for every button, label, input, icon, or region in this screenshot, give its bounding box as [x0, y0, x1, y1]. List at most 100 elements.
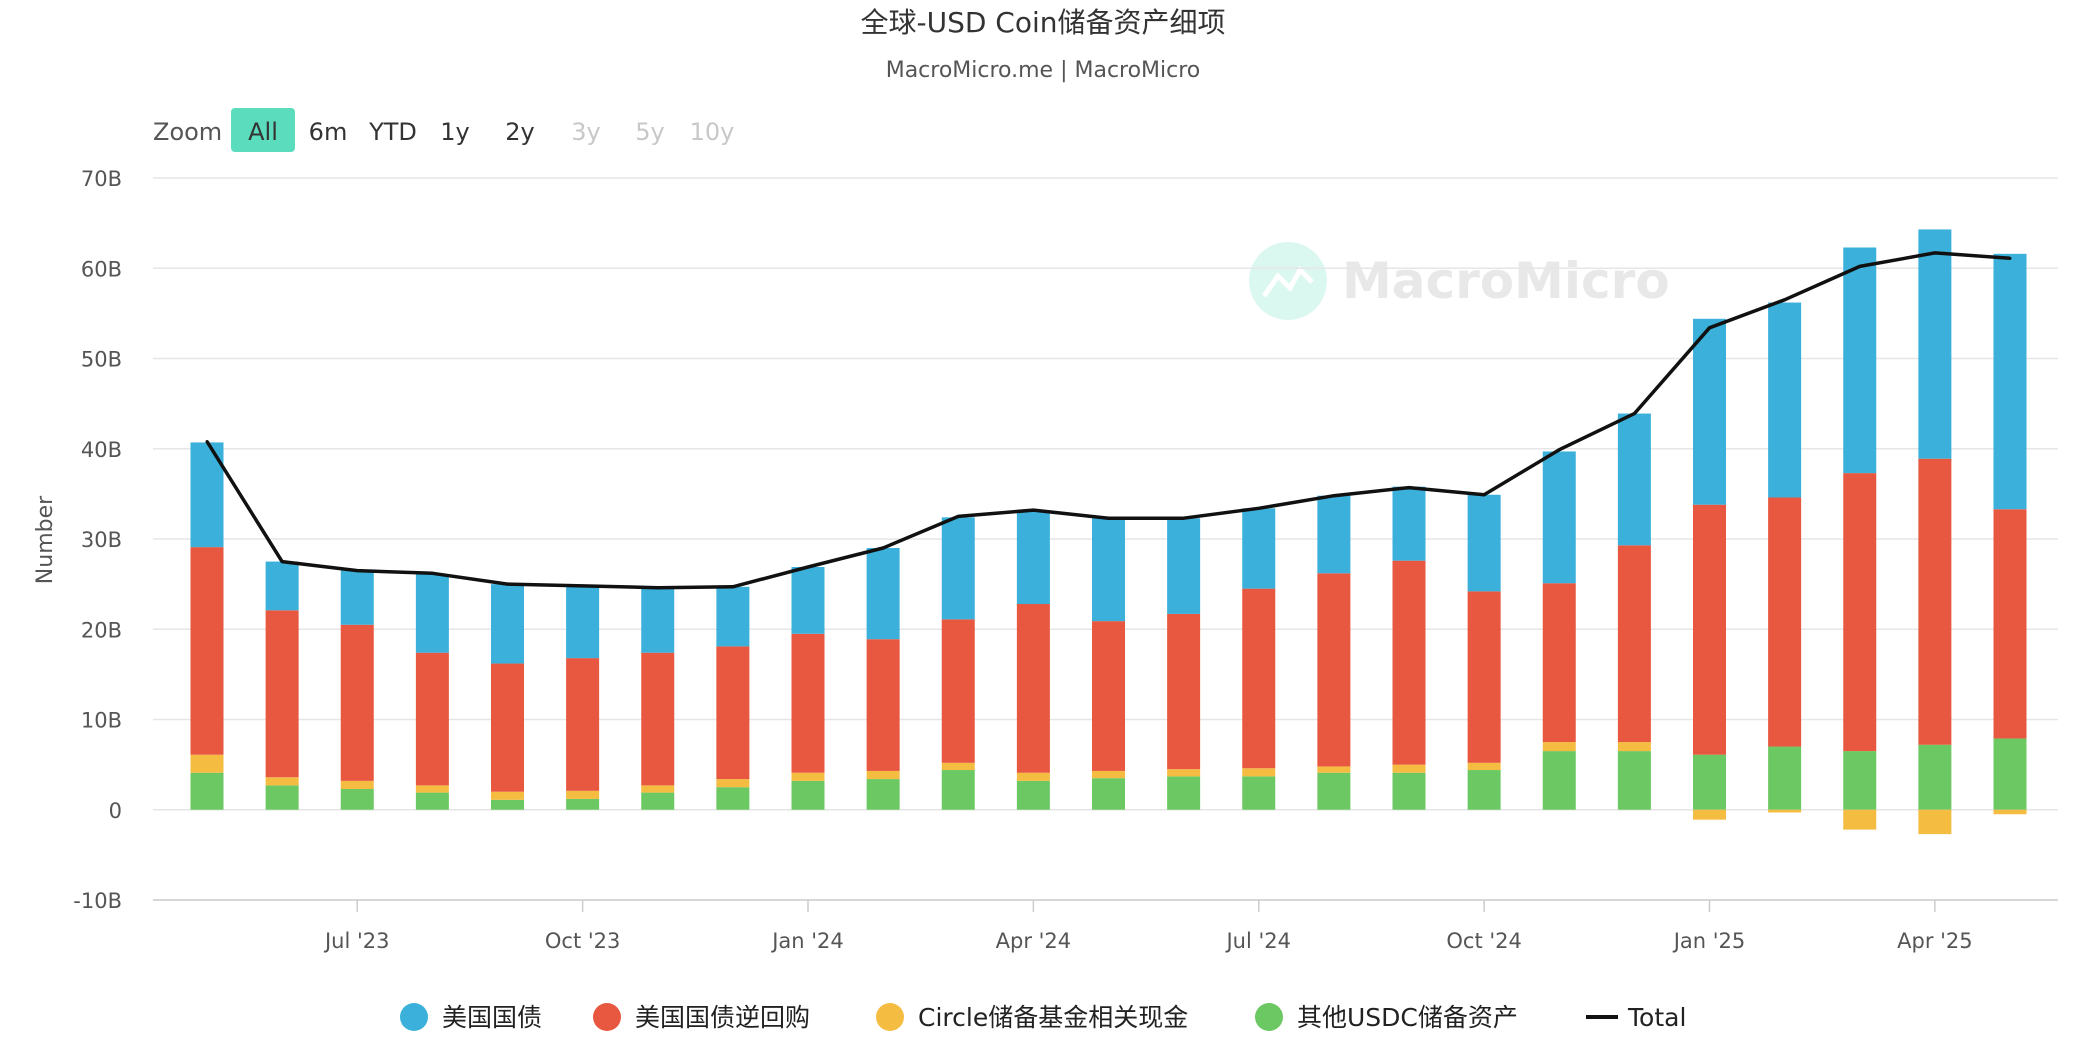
legend-item-us_treasuries[interactable]: 美国国债 [400, 1003, 542, 1032]
bar-other_usdc_reserve-2024-10 [1542, 751, 1576, 810]
bar-other_usdc_reserve-2023-04 [190, 772, 224, 810]
bar-other_usdc_reserve-2024-05 [1167, 776, 1201, 810]
total-point-2024-10 [1557, 448, 1561, 452]
bar-us_treasury_repo-2024-06 [1242, 588, 1276, 769]
bar-circle_reserve_cash-2023-09 [566, 790, 600, 799]
bar-circle_reserve_cash-2024-04 [1092, 770, 1125, 779]
total-point-2025-02 [1858, 264, 1862, 268]
bar-us_treasuries-2024-11 [1617, 413, 1651, 546]
legend: 美国国债 美国国债逆回购 Circle储备基金相关现金 其他USDC储备资产 Total [400, 1003, 1686, 1032]
legend-dot-icon [876, 1003, 904, 1031]
total-point-2024-11 [1632, 412, 1636, 416]
bar-us_treasuries-2024-12 [1693, 318, 1726, 505]
bar-us_treasuries-2024-10 [1542, 451, 1576, 584]
bar-circle_reserve_cash-2024-01 [866, 770, 900, 780]
bar-circle_reserve_cash-2023-04 [190, 754, 224, 773]
y-tick-label: -10B [73, 889, 122, 913]
bar-us_treasuries-2023-09 [566, 585, 600, 659]
bar-us_treasuries-2023-11 [716, 586, 750, 647]
legend-label: Circle储备基金相关现金 [918, 1003, 1188, 1032]
legend-label: 其他USDC储备资产 [1297, 1003, 1518, 1032]
bar-us_treasury_repo-2024-03 [1016, 603, 1050, 773]
bar-circle_reserve_cash-2024-07 [1317, 766, 1351, 773]
bars [190, 229, 2027, 835]
legend-label: Total [1627, 1003, 1686, 1032]
bar-us_treasury_repo-2023-10 [641, 652, 675, 786]
chart-title: 全球-USD Coin储备资产细项 [860, 6, 1225, 39]
bar-us_treasury_repo-2023-05 [265, 610, 299, 778]
bar-circle_reserve_cash-2024-10 [1542, 742, 1576, 752]
bar-us_treasury_repo-2024-07 [1317, 573, 1351, 767]
y-tick-label: 0 [109, 799, 122, 823]
chart-subtitle: MacroMicro.me | MacroMicro [886, 58, 1201, 83]
bar-circle_reserve_cash-2024-11 [1617, 742, 1651, 752]
bar-us_treasuries-2025-03 [1918, 229, 1952, 459]
bar-us_treasury_repo-2024-08 [1392, 560, 1426, 765]
legend-item-circle_reserve_cash[interactable]: Circle储备基金相关现金 [876, 1003, 1188, 1032]
watermark-logo-zigzag-icon [1261, 265, 1314, 298]
bar-us_treasuries-2025-04 [1993, 253, 2027, 510]
bar-circle_reserve_cash-2023-12 [791, 772, 825, 781]
bar-us_treasuries-2024-07 [1317, 495, 1351, 574]
bar-us_treasuries-2024-03 [1016, 510, 1050, 604]
x-tick-label: Jul '24 [1224, 929, 1291, 953]
total-point-2024-05 [1182, 516, 1186, 520]
total-point-2024-07 [1332, 494, 1336, 498]
zoom-button-all[interactable]: All [248, 118, 278, 146]
bar-other_usdc_reserve-2024-07 [1317, 772, 1351, 810]
legend-item-total[interactable]: Total [1586, 1003, 1686, 1032]
total-point-2023-09 [581, 584, 585, 588]
total-point-2025-03 [1933, 251, 1937, 255]
bar-circle_reserve_cash-2025-01 [1768, 809, 1802, 813]
y-tick-label: 40B [81, 438, 122, 462]
total-point-2024-09 [1482, 493, 1486, 497]
bar-other_usdc_reserve-2024-08 [1392, 772, 1426, 810]
bar-us_treasuries-2025-01 [1768, 302, 1802, 498]
x-tick-label: Jan '25 [1672, 929, 1746, 953]
bar-circle_reserve_cash-2023-10 [641, 785, 675, 793]
y-tick-label: 30B [81, 528, 122, 552]
bar-other_usdc_reserve-2024-02 [941, 770, 975, 810]
x-tick-label: Oct '24 [1446, 929, 1521, 953]
bar-us_treasuries-2024-08 [1392, 486, 1426, 561]
bar-us_treasury_repo-2024-11 [1617, 545, 1651, 743]
bar-us_treasury_repo-2023-06 [340, 624, 374, 781]
bar-other_usdc_reserve-2024-11 [1617, 751, 1651, 810]
legend-dot-icon [593, 1003, 621, 1031]
bar-us_treasury_repo-2025-02 [1843, 473, 1877, 752]
bar-us_treasuries-2023-07 [415, 574, 449, 653]
bar-circle_reserve_cash-2024-02 [941, 762, 975, 771]
legend-item-us_treasury_repo[interactable]: 美国国债逆回购 [593, 1003, 810, 1032]
bar-other_usdc_reserve-2023-10 [641, 792, 675, 810]
bar-us_treasuries-2023-06 [340, 570, 374, 625]
total-point-2024-02 [956, 514, 960, 518]
zoom-button-all-bg[interactable] [231, 108, 295, 152]
bar-us_treasuries-2023-05 [265, 561, 299, 611]
bar-circle_reserve_cash-2024-03 [1016, 772, 1050, 781]
legend-label: 美国国债逆回购 [635, 1003, 810, 1032]
zoom-button-2y[interactable]: 2y [505, 118, 534, 146]
bar-us_treasury_repo-2024-12 [1693, 504, 1726, 755]
bar-us_treasury_repo-2024-04 [1092, 621, 1125, 771]
bar-us_treasuries-2024-05 [1167, 518, 1201, 614]
bar-other_usdc_reserve-2023-09 [566, 798, 600, 810]
bar-us_treasuries-2024-06 [1242, 508, 1276, 589]
y-axis: -10B 0 10B 20B 30B 40B 50B 60B 70B [73, 167, 122, 913]
zoom-button-1y[interactable]: 1y [440, 118, 469, 146]
x-tick-label: Jan '24 [770, 929, 844, 953]
total-point-2024-03 [1031, 508, 1035, 512]
x-tick-label: Apr '24 [996, 929, 1072, 953]
bar-other_usdc_reserve-2023-07 [415, 792, 449, 810]
zoom-bar: Zoom All 6m YTD 1y 2y 3y 5y 10y [153, 108, 734, 152]
bar-circle_reserve_cash-2023-07 [415, 785, 449, 793]
total-point-2023-11 [731, 585, 735, 589]
bar-us_treasury_repo-2023-09 [566, 658, 600, 791]
bar-us_treasuries-2024-04 [1092, 518, 1125, 622]
x-tick-label: Jul '23 [323, 929, 390, 953]
zoom-button-6m[interactable]: 6m [309, 118, 348, 146]
y-tick-label: 10B [81, 709, 122, 733]
legend-dot-icon [400, 1003, 428, 1031]
zoom-button-ytd[interactable]: YTD [368, 118, 417, 146]
legend-item-other_usdc_reserve[interactable]: 其他USDC储备资产 [1255, 1003, 1518, 1032]
total-point-2024-04 [1107, 516, 1110, 520]
